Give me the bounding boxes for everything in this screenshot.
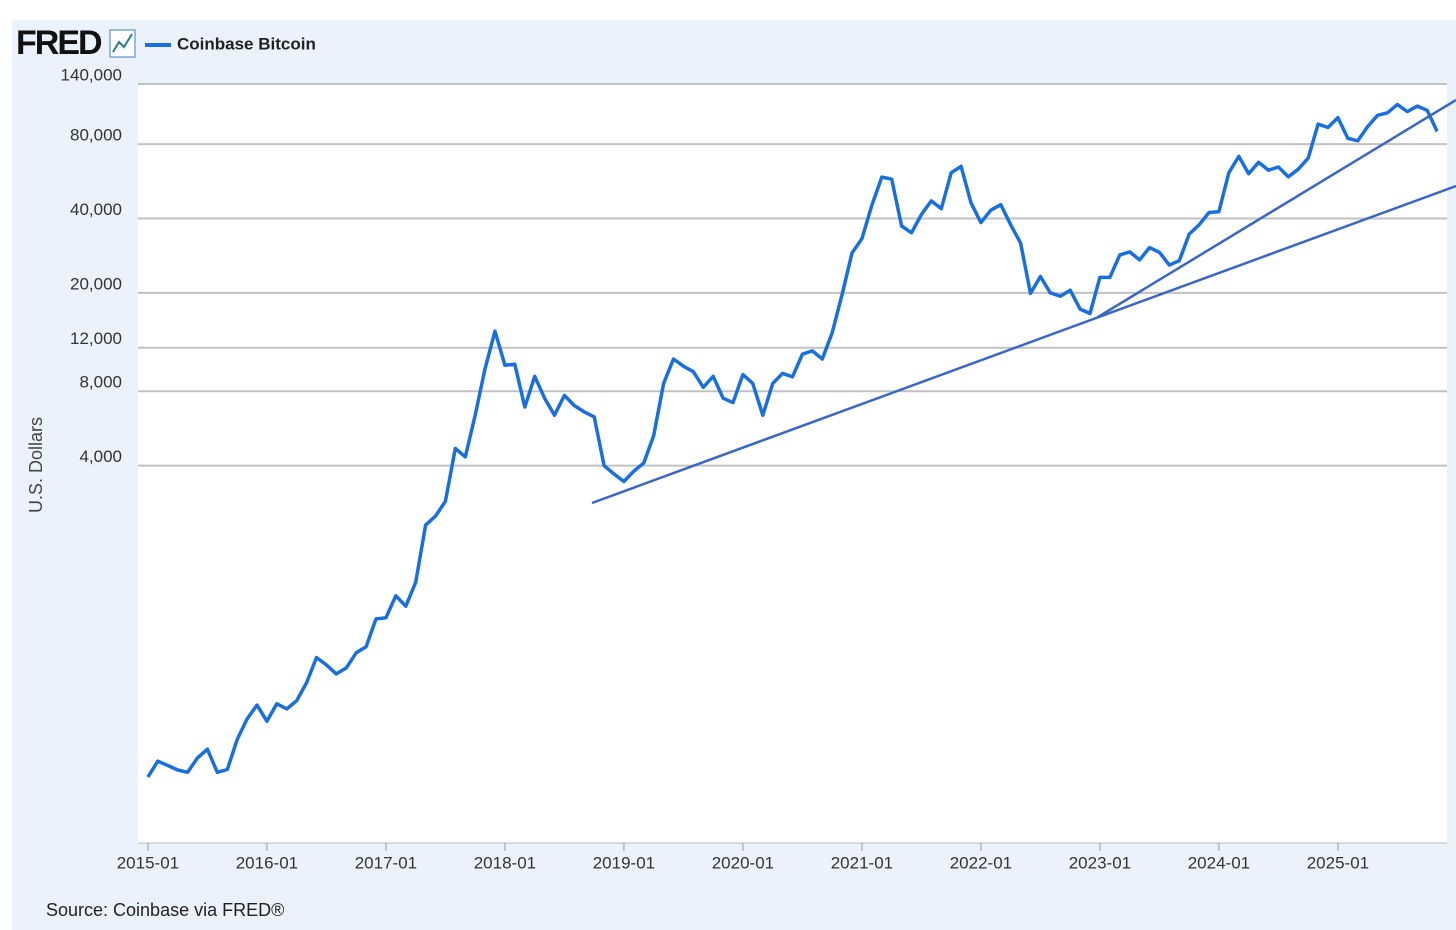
y-tick-label: 8,000 — [79, 373, 122, 392]
x-tick-label: 2015-01 — [117, 853, 179, 872]
x-tick-label: 2016-01 — [236, 853, 298, 872]
y-tick-label: 4,000 — [79, 447, 122, 466]
x-tick-label: 2024-01 — [1188, 853, 1250, 872]
y-tick-label: 40,000 — [70, 200, 122, 219]
x-tick-label: 2018-01 — [474, 853, 536, 872]
logo: FRED — [16, 24, 102, 62]
y-tick-label: 12,000 — [70, 329, 122, 348]
y-tick-label: 80,000 — [70, 126, 122, 145]
x-tick-label: 2017-01 — [355, 853, 417, 872]
y-axis-label: U.S. Dollars — [26, 417, 46, 513]
x-tick-label: 2020-01 — [712, 853, 774, 872]
x-tick-label: 2025-01 — [1307, 853, 1369, 872]
x-tick-label: 2019-01 — [593, 853, 655, 872]
x-tick-label: 2022-01 — [950, 853, 1012, 872]
legend-label: Coinbase Bitcoin — [177, 34, 316, 53]
plot-area — [138, 84, 1447, 843]
y-tick-label: 140,000 — [61, 65, 122, 84]
plot-marks: 4,000 8,000 12,000 20,000 40,000 80,000 140,00… — [61, 65, 1447, 872]
data-line — [146, 102, 1439, 778]
logo-icon — [109, 29, 136, 58]
y-tick-label: 20,000 — [70, 274, 122, 293]
x-tick-label: 2021-01 — [831, 853, 893, 872]
source-note: Source: Coinbase via FRED® — [46, 900, 284, 920]
x-tick-label: 2023-01 — [1069, 853, 1131, 872]
trend-lines — [591, 98, 1456, 505]
